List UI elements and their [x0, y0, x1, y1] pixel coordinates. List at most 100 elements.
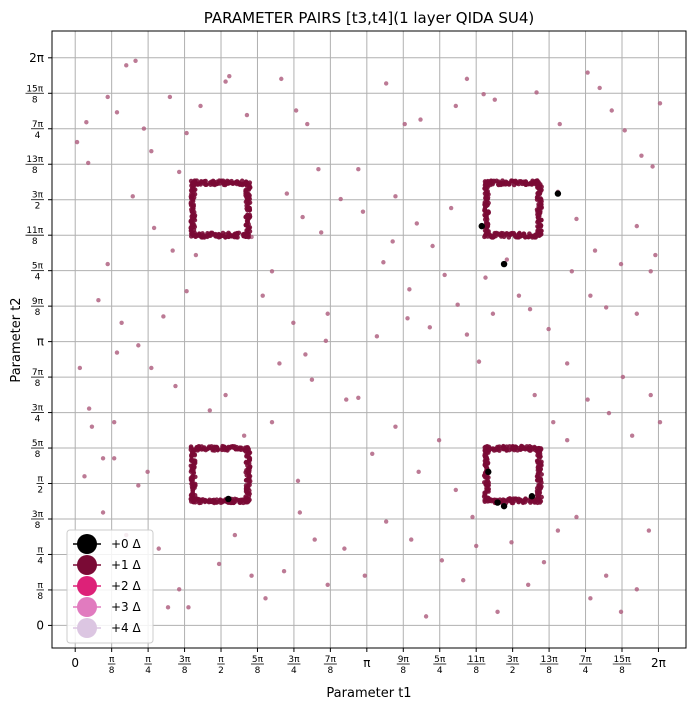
svg-text:15π: 15π — [614, 655, 631, 665]
svg-text:4: 4 — [35, 131, 41, 141]
data-point — [198, 103, 203, 109]
data-point — [232, 180, 237, 186]
data-point — [495, 609, 500, 615]
data-point — [500, 502, 508, 510]
data-point — [546, 326, 551, 332]
data-point — [190, 474, 195, 479]
data-point — [609, 108, 614, 113]
data-point — [509, 540, 514, 545]
data-point — [481, 92, 486, 97]
svg-text:π: π — [109, 655, 115, 665]
data-point — [141, 126, 147, 131]
data-point — [184, 130, 189, 136]
svg-text:3π: 3π — [32, 510, 44, 520]
svg-text:15π: 15π — [26, 84, 43, 94]
data-point — [214, 444, 220, 450]
data-point — [592, 248, 598, 253]
svg-text:8: 8 — [35, 521, 41, 531]
data-point — [190, 447, 196, 452]
data-point — [532, 392, 537, 398]
x-tick-label: 9π8 — [396, 655, 410, 676]
data-point — [537, 500, 543, 505]
data-point — [244, 112, 250, 118]
data-point — [455, 302, 460, 307]
data-point — [634, 587, 640, 592]
data-point — [464, 76, 470, 82]
data-point — [232, 496, 238, 502]
svg-text:13π: 13π — [26, 155, 43, 165]
data-point — [190, 180, 195, 186]
legend-label: +2 Δ — [111, 579, 142, 593]
plot-area — [52, 31, 686, 648]
legend-label: +4 Δ — [111, 621, 142, 635]
x-tick-label: 3π8 — [178, 655, 192, 676]
data-point — [136, 343, 141, 348]
data-point — [236, 230, 242, 236]
svg-text:4: 4 — [437, 666, 443, 676]
svg-text:π: π — [363, 656, 370, 670]
data-point — [538, 197, 544, 202]
data-point — [504, 257, 510, 262]
data-point — [223, 79, 228, 84]
data-point — [149, 365, 154, 371]
svg-text:4: 4 — [35, 415, 41, 425]
legend-marker — [77, 618, 97, 638]
y-tick-label: π4 — [36, 545, 44, 566]
data-point — [247, 180, 253, 185]
data-point — [293, 108, 299, 113]
data-point — [374, 334, 380, 339]
data-point — [203, 182, 208, 188]
data-point — [574, 216, 579, 222]
x-tick-label: 7π8 — [323, 655, 337, 676]
y-tick-label: π8 — [36, 581, 44, 602]
data-point — [483, 181, 489, 187]
data-point — [111, 456, 117, 461]
data-point — [176, 169, 182, 175]
data-point — [114, 350, 120, 355]
data-point — [646, 528, 652, 533]
data-point — [342, 546, 347, 551]
legend: +0 Δ +1 Δ +2 Δ +3 Δ +4 Δ — [66, 529, 154, 644]
data-point — [639, 153, 644, 158]
data-point — [629, 433, 635, 438]
data-point — [453, 103, 458, 109]
svg-text:4: 4 — [37, 556, 43, 566]
sparse-points-series — [74, 58, 663, 619]
data-point — [225, 495, 232, 503]
data-point — [648, 269, 653, 274]
svg-text:3π: 3π — [32, 404, 44, 414]
x-axis-label: Parameter t1 — [326, 686, 411, 701]
square-outline — [481, 443, 544, 506]
data-point — [486, 210, 491, 215]
data-point — [362, 573, 368, 578]
data-point — [124, 63, 129, 68]
svg-text:4: 4 — [291, 666, 297, 676]
svg-text:4: 4 — [583, 666, 589, 676]
data-point — [173, 383, 178, 389]
data-point — [464, 332, 470, 337]
data-point — [176, 587, 182, 592]
data-point — [485, 468, 492, 476]
data-point — [291, 320, 296, 325]
data-point — [238, 447, 244, 453]
legend-marker — [77, 534, 97, 554]
legend-item: +4 Δ — [73, 618, 142, 638]
data-point — [588, 596, 593, 601]
data-point — [277, 361, 282, 366]
data-point — [478, 222, 485, 230]
svg-text:7π: 7π — [32, 368, 44, 378]
x-tick-label: 0 — [71, 656, 79, 670]
data-point — [657, 419, 663, 425]
data-point — [564, 438, 570, 443]
y-tick-label: 7π8 — [31, 368, 44, 389]
x-tick-label: 3π2 — [506, 655, 520, 676]
data-point — [100, 510, 106, 515]
data-point — [370, 451, 375, 456]
data-point — [111, 419, 117, 425]
data-point — [136, 483, 141, 488]
data-point — [184, 288, 189, 294]
data-point — [492, 97, 497, 102]
data-point — [534, 90, 539, 95]
data-point — [551, 419, 556, 425]
